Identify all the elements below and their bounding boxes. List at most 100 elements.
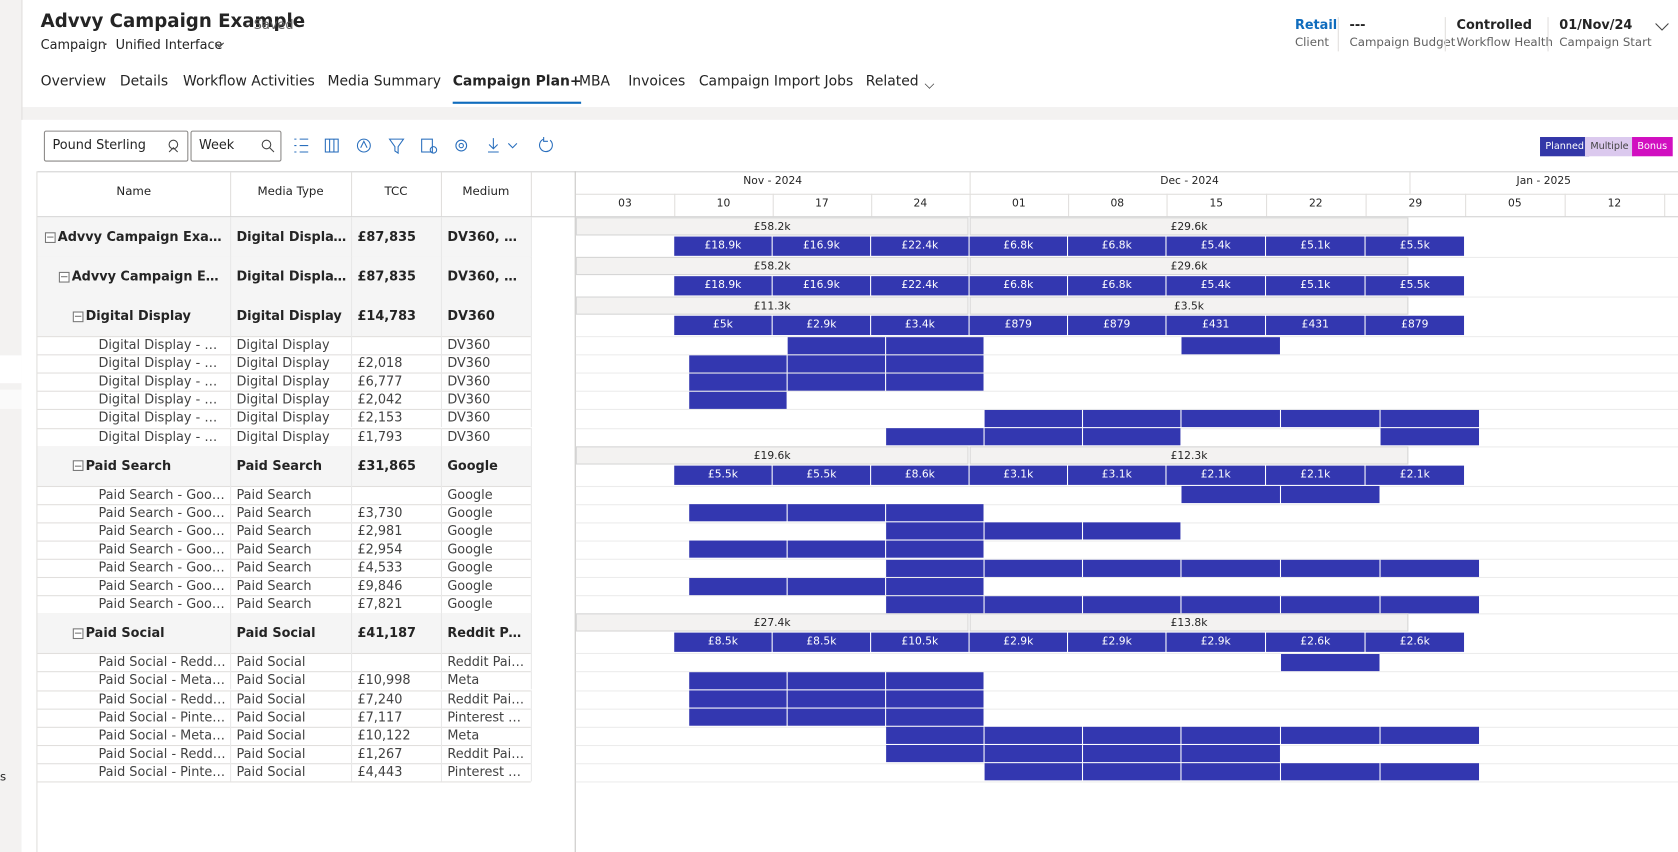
plan-block[interactable] — [1380, 763, 1480, 781]
plan-block[interactable] — [689, 672, 787, 690]
plan-block[interactable] — [1380, 727, 1480, 745]
plan-block[interactable] — [1181, 727, 1280, 745]
toolbar-icons[interactable] — [291, 136, 559, 155]
week-total[interactable]: £6.8k — [1068, 236, 1166, 256]
week-total[interactable]: £6.8k — [969, 276, 1067, 296]
plan-block[interactable] — [984, 522, 1082, 540]
plan-block[interactable] — [787, 373, 886, 391]
plan-block[interactable] — [1380, 559, 1480, 577]
plan-block[interactable] — [886, 559, 984, 577]
week-total[interactable]: £879 — [1365, 315, 1465, 336]
collapse-toggle[interactable] — [72, 460, 84, 472]
plan-block[interactable] — [689, 391, 787, 409]
icon[interactable] — [166, 138, 181, 153]
week-total[interactable]: £431 — [1266, 315, 1365, 336]
plan-block[interactable] — [886, 708, 984, 726]
week-total[interactable]: £2.9k — [1068, 632, 1166, 653]
plan-block[interactable] — [1083, 522, 1181, 540]
period-box[interactable] — [190, 130, 282, 162]
plan-block[interactable] — [984, 428, 1082, 446]
plan-block[interactable] — [1181, 763, 1280, 781]
week-total[interactable]: £5.5k — [674, 465, 772, 485]
sidebar-item[interactable] — [0, 355, 22, 384]
week-total[interactable]: £2.1k — [1365, 465, 1465, 485]
plan-block[interactable] — [689, 504, 787, 522]
week-total[interactable]: £5.1k — [1266, 236, 1365, 256]
week-total[interactable]: £22.4k — [871, 236, 969, 256]
plan-block[interactable] — [1083, 409, 1181, 428]
tab[interactable]: Invoices — [628, 73, 686, 90]
tab[interactable]: Campaign Plan+ — [452, 73, 582, 90]
currency-box[interactable] — [43, 130, 189, 162]
tab[interactable]: Workflow Activities — [183, 73, 315, 90]
plan-block[interactable] — [689, 540, 787, 559]
plan-block[interactable] — [1281, 727, 1380, 745]
collapse-toggle[interactable] — [72, 628, 84, 639]
plan-block[interactable] — [1181, 745, 1280, 763]
plan-block[interactable] — [1083, 559, 1181, 577]
plan-block[interactable] — [1083, 428, 1181, 446]
week-total[interactable]: £8.5k — [772, 632, 871, 653]
tab[interactable]: Related — [865, 73, 919, 90]
plan-block[interactable] — [787, 708, 886, 726]
week-total[interactable]: £5.1k — [1266, 276, 1365, 296]
tab[interactable]: Overview — [40, 73, 107, 90]
plan-block[interactable] — [984, 559, 1082, 577]
week-total[interactable]: £879 — [969, 315, 1067, 336]
plan-block[interactable] — [886, 577, 984, 595]
column-header[interactable]: Media Type — [257, 184, 324, 199]
plan-block[interactable] — [886, 428, 984, 446]
plan-block[interactable] — [984, 595, 1082, 614]
plan-block[interactable] — [1281, 595, 1380, 614]
week-total[interactable]: £18.9k — [674, 276, 772, 296]
plan-block[interactable] — [787, 690, 886, 708]
plan-block[interactable] — [984, 727, 1082, 745]
week-total[interactable]: £3.1k — [969, 465, 1067, 485]
week-total[interactable]: £3.4k — [871, 315, 969, 336]
week-total[interactable]: £5k — [674, 315, 772, 336]
plan-block[interactable] — [689, 690, 787, 708]
plan-block[interactable] — [886, 727, 984, 745]
week-total[interactable]: £10.5k — [871, 632, 969, 653]
plan-block[interactable] — [1181, 559, 1280, 577]
week-total[interactable]: £431 — [1166, 315, 1265, 336]
plan-block[interactable] — [1380, 409, 1480, 428]
search-icon[interactable] — [260, 138, 275, 153]
plan-block[interactable] — [1380, 428, 1480, 446]
week-total[interactable]: £5.4k — [1166, 236, 1265, 256]
week-total[interactable]: £5.5k — [772, 465, 871, 485]
plan-block[interactable] — [787, 540, 886, 559]
plan-block[interactable] — [1083, 727, 1181, 745]
week-total[interactable]: £2.1k — [1266, 465, 1365, 485]
plan-block[interactable] — [984, 409, 1082, 428]
plan-block[interactable] — [787, 577, 886, 595]
plan-block[interactable] — [886, 595, 984, 614]
week-total[interactable]: £16.9k — [772, 276, 871, 296]
week-total[interactable]: £2.9k — [772, 315, 871, 336]
week-total[interactable]: £2.6k — [1365, 632, 1465, 653]
week-total[interactable]: £5.5k — [1365, 236, 1465, 256]
plan-block[interactable] — [1380, 595, 1480, 614]
plan-block[interactable] — [689, 577, 787, 595]
tab[interactable]: Campaign Import Jobs — [698, 73, 854, 90]
week-total[interactable]: £2.1k — [1166, 465, 1265, 485]
plan-block[interactable] — [1281, 409, 1380, 428]
plan-block[interactable] — [886, 373, 984, 391]
plan-block[interactable] — [886, 354, 984, 373]
plan-block[interactable] — [886, 672, 984, 690]
week-total[interactable]: £2.6k — [1266, 632, 1365, 653]
plan-block[interactable] — [886, 336, 984, 354]
plan-block[interactable] — [886, 504, 984, 522]
week-total[interactable]: £5.4k — [1166, 276, 1265, 296]
plan-block[interactable] — [1181, 336, 1280, 354]
column-header[interactable]: Medium — [462, 184, 510, 199]
tab[interactable]: Details — [119, 73, 169, 90]
chevron[interactable] — [214, 41, 225, 50]
plan-block[interactable] — [689, 708, 787, 726]
splitter[interactable] — [574, 171, 576, 852]
plan-block[interactable] — [1181, 595, 1280, 614]
week-total[interactable]: £6.8k — [969, 236, 1067, 256]
plan-block[interactable] — [984, 763, 1082, 781]
plan-block[interactable] — [1281, 486, 1380, 504]
plan-block[interactable] — [1181, 486, 1280, 504]
